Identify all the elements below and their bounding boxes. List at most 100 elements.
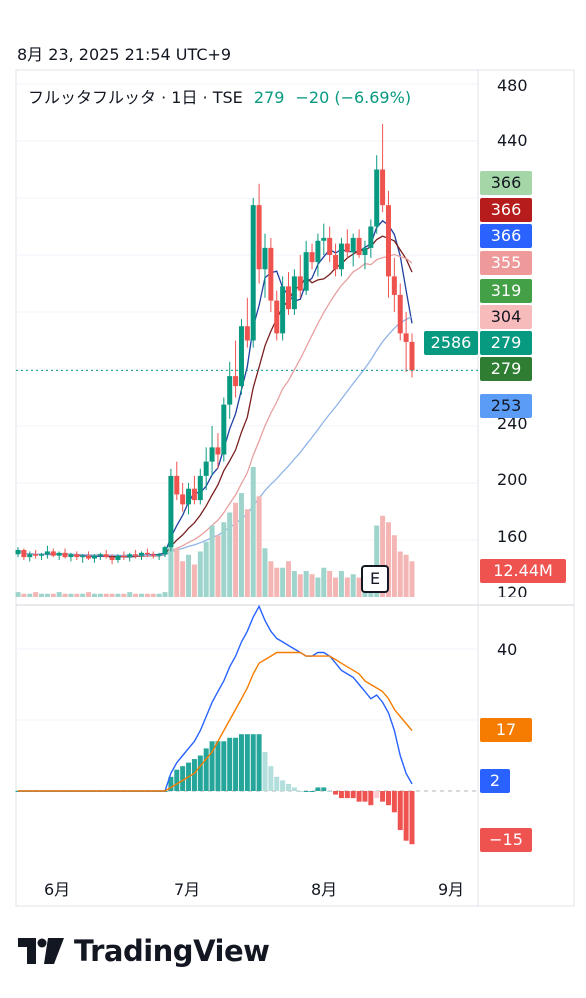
histogram-bar (180, 766, 186, 791)
volume-bar (127, 592, 133, 597)
candle-body (39, 554, 45, 556)
candle-body (244, 326, 250, 341)
volume-bar (315, 577, 321, 597)
candle-body (91, 555, 97, 559)
candle-body (250, 205, 256, 341)
volume-bar (409, 561, 415, 597)
volume-bar (39, 593, 45, 597)
candle-body (385, 205, 391, 277)
price-tag-ma7: 253 (480, 394, 532, 418)
volume-bar (91, 593, 97, 597)
volume-bar (180, 561, 186, 597)
histogram-bar (338, 791, 344, 799)
price-tag-ma2: 366 (480, 198, 532, 222)
volume-bar (74, 593, 80, 597)
volume-bar (80, 593, 86, 597)
volume-bar (391, 535, 397, 597)
macd-value-tag: 2 (480, 769, 510, 793)
candle-body (362, 247, 368, 255)
volume-bar (327, 571, 333, 597)
ma-long-line (17, 253, 413, 557)
earnings-badge[interactable]: E (361, 565, 389, 593)
volume-bar (203, 541, 209, 597)
ma-mid-line (17, 235, 413, 558)
volume-bar (68, 593, 74, 597)
histogram-bar (168, 776, 174, 791)
volume-bar (286, 561, 292, 597)
volume-bar (303, 571, 309, 597)
candle-body (138, 552, 144, 556)
volume-bar (268, 561, 274, 597)
volume-bar (250, 467, 256, 597)
candle-body (274, 300, 280, 334)
candle-body (168, 475, 174, 548)
price-tag-cloud: 279 (480, 357, 532, 381)
candle-body (315, 240, 321, 263)
histogram-bar (327, 791, 333, 792)
histogram-bar (350, 791, 356, 799)
candle-body (333, 255, 339, 270)
histogram-bar (191, 759, 197, 791)
volume-bar (274, 567, 280, 597)
volume-bar (380, 515, 386, 597)
candle-body (103, 554, 109, 558)
candle-body (180, 494, 186, 505)
candle-body (162, 547, 168, 555)
histogram-bar (280, 780, 286, 791)
candle-body (286, 286, 292, 310)
candle-body (297, 276, 303, 291)
histogram-bar (368, 791, 374, 806)
candle-body (368, 226, 374, 248)
volume-bar (44, 593, 50, 597)
volume-bar (309, 574, 315, 597)
candle-body (191, 488, 197, 501)
volume-bar (191, 564, 197, 597)
candle-body (109, 557, 115, 560)
candle-body (403, 333, 409, 342)
histogram-bar (356, 791, 362, 802)
volume-bar (86, 592, 92, 597)
volume-bar (280, 567, 286, 597)
y-tick-label: 120 (497, 583, 528, 597)
histogram-bar (256, 734, 262, 791)
volume-bar (50, 593, 56, 597)
histogram-bar (374, 791, 380, 799)
candle-body (197, 475, 203, 501)
signal-line (18, 651, 413, 792)
candle-body (309, 252, 315, 263)
volume-bar (215, 535, 221, 597)
volume-bar (121, 593, 127, 597)
histogram-bar (233, 737, 239, 791)
histogram-bar (397, 791, 403, 831)
tradingview-logo[interactable]: TradingView (18, 934, 270, 968)
histogram-bar (385, 791, 391, 806)
candle-body (233, 376, 239, 387)
volume-bar (233, 502, 239, 597)
candle-body (356, 237, 362, 255)
histogram-bar (197, 755, 203, 791)
candle-body (68, 554, 74, 558)
price-tag-ma1: 366 (480, 171, 532, 195)
histogram-bar (203, 748, 209, 791)
volume-bar (168, 532, 174, 597)
ma-slow-line (17, 315, 413, 557)
volume-bar (256, 496, 262, 597)
candle-body (56, 552, 62, 556)
histogram-bar (303, 791, 309, 792)
volume-bar (109, 593, 115, 597)
histogram-bar (309, 791, 315, 792)
volume-bar (62, 593, 68, 597)
volume-bar (291, 571, 297, 597)
volume-bar (156, 593, 162, 597)
y-tick-label: 200 (497, 470, 528, 489)
volume-bar (397, 551, 403, 597)
volume-bar (244, 509, 250, 597)
volume-bar (227, 512, 233, 597)
candle-body (121, 555, 127, 558)
x-tick-label: 8月 (311, 880, 338, 899)
candle-body (238, 326, 244, 387)
volume-bar (133, 593, 139, 597)
volume-bar (186, 554, 192, 597)
candle-body (133, 554, 139, 556)
